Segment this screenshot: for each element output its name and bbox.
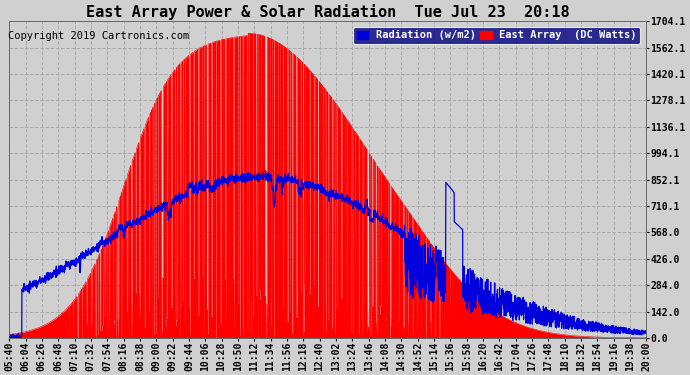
- Title: East Array Power & Solar Radiation  Tue Jul 23  20:18: East Array Power & Solar Radiation Tue J…: [86, 4, 570, 20]
- Text: Copyright 2019 Cartronics.com: Copyright 2019 Cartronics.com: [8, 32, 190, 41]
- Legend: Radiation (w/m2), East Array  (DC Watts): Radiation (w/m2), East Array (DC Watts): [353, 27, 640, 44]
